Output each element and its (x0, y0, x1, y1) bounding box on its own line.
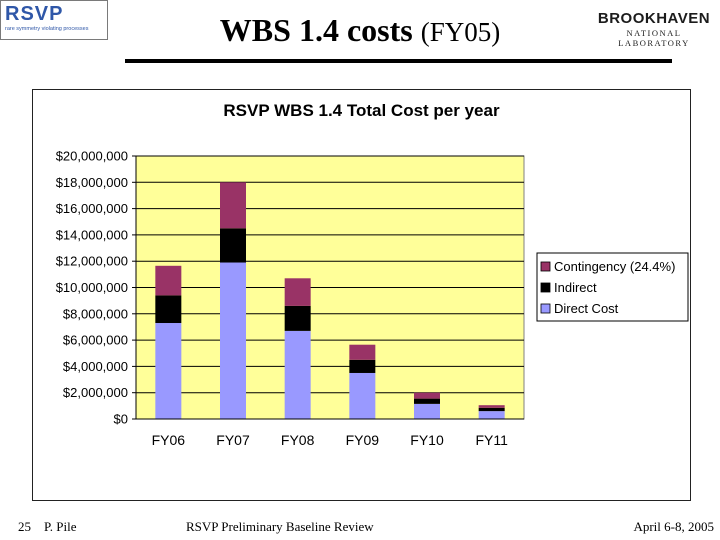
page-number: 25 (18, 519, 31, 534)
x-tick-label: FY06 (152, 432, 186, 448)
title-underline (125, 59, 672, 63)
legend-swatch (540, 282, 551, 293)
rsvp-logo-tagline: rare symmetry violating processes (5, 26, 89, 32)
slide-title: WBS 1.4 costs (FY05) (0, 12, 720, 49)
event-date: April 6-8, 2005 (633, 519, 714, 534)
y-tick-label: $0 (114, 412, 128, 427)
chart-title: RSVP WBS 1.4 Total Cost per year (223, 101, 500, 120)
y-tick-label: $2,000,000 (63, 385, 128, 400)
brookhaven-logo: BROOKHAVEN NATIONAL LABORATORY (592, 10, 716, 48)
brookhaven-logo-line2: NATIONAL LABORATORY (618, 28, 690, 48)
gridlines (136, 155, 524, 394)
x-tick-label: FY10 (410, 432, 444, 448)
brookhaven-logo-line1: BROOKHAVEN (597, 10, 711, 27)
y-tick-label: $8,000,000 (63, 306, 128, 321)
legend: Contingency (24.4%) Indirect Direct Cost (536, 252, 689, 322)
author-name: P. Pile (44, 519, 77, 534)
bar-segment (349, 344, 376, 360)
bar-segment (414, 392, 440, 399)
bar-segment (155, 295, 182, 324)
x-tick-label: FY08 (281, 432, 315, 448)
bar-segment (478, 405, 505, 408)
legend-swatch (540, 303, 551, 314)
x-tick-label: FY09 (346, 432, 380, 448)
bar-segment (155, 265, 182, 296)
legend-label: Direct Cost (554, 301, 619, 316)
rsvp-logo: RSVP rare symmetry violating processes (0, 0, 108, 40)
bar-segment (220, 182, 246, 229)
bar-segment (414, 398, 440, 404)
y-tick-label: $20,000,000 (56, 149, 128, 164)
y-tick-label: $4,000,000 (63, 359, 128, 374)
y-tick-label: $12,000,000 (56, 254, 128, 269)
y-tick-label: $18,000,000 (56, 175, 128, 190)
axes: $0 $2,000,000 $4,000,000 $6,000,000 $8,000,0… (56, 149, 524, 448)
y-tick-label: $14,000,000 (56, 227, 128, 242)
event-name: RSVP Preliminary Baseline Review (186, 519, 374, 534)
bars (155, 182, 505, 419)
bar-segment (349, 372, 376, 419)
legend-box (536, 252, 689, 322)
bar-segment (155, 323, 182, 419)
y-tick-label: $10,000,000 (56, 280, 128, 295)
bar-segment (349, 359, 376, 373)
rsvp-logo-word: RSVP (5, 3, 64, 25)
bar-segment (414, 403, 440, 419)
bar-segment (220, 262, 246, 419)
y-tick-label: $16,000,000 (56, 201, 128, 216)
x-tick-label: FY11 (475, 432, 508, 448)
slide-title-sub: (FY05) (420, 17, 501, 47)
bar-segment (284, 305, 311, 331)
bar-segment (284, 278, 311, 306)
x-tick-label: FY07 (216, 432, 250, 448)
legend-swatch (540, 261, 551, 272)
slide-title-main: WBS 1.4 costs (219, 12, 413, 48)
y-tick-label: $6,000,000 (63, 333, 128, 348)
legend-label: Indirect (554, 280, 597, 295)
bar-segment (220, 228, 246, 263)
bar-segment (478, 411, 505, 419)
bar-segment (478, 407, 505, 412)
bar-segment (284, 330, 311, 419)
legend-label: Contingency (24.4%) (554, 259, 675, 274)
